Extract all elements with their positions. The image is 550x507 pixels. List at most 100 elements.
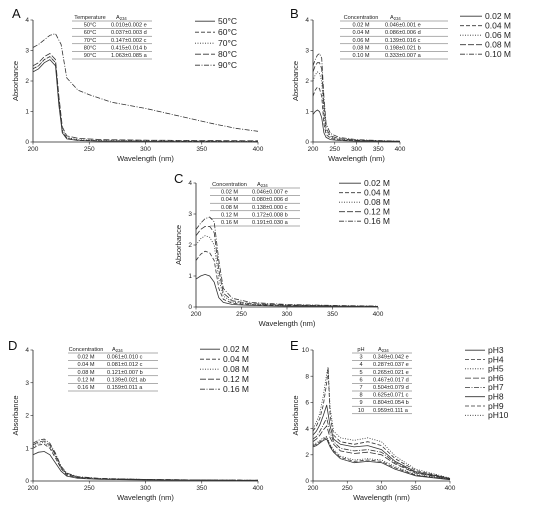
x-tick-label: 200 — [28, 485, 39, 492]
table-cell: 0.037±0.003 d — [111, 30, 147, 36]
y-axis-label: Absorbance — [291, 395, 300, 435]
series-line — [312, 62, 401, 142]
table-cell: 0.333±0.007 a — [385, 53, 422, 59]
legend-label: 0.08 M — [485, 40, 511, 50]
x-tick-label: 400 — [373, 311, 384, 318]
table-cell: 0.12 M — [221, 212, 238, 218]
series-line — [312, 438, 451, 481]
x-tick-label: 250 — [84, 146, 95, 153]
y-tick-label: 0 — [25, 139, 29, 146]
y-tick-label: 8 — [305, 373, 309, 380]
table-cell: 0.147±0.002 c — [111, 38, 147, 44]
legend-label: 0.10 M — [485, 49, 511, 59]
x-tick-label: 250 — [329, 146, 340, 153]
series-line — [312, 109, 401, 143]
legend-label: 0.16 M — [223, 384, 249, 394]
x-tick-label: 250 — [342, 485, 353, 492]
legend-label: 60°C — [218, 27, 237, 37]
table-header: A234 — [257, 182, 268, 188]
x-axis-label: Wavelength (nm) — [259, 319, 316, 328]
table-cell: 7 — [359, 385, 362, 391]
table-cell: 0.04 M — [77, 362, 94, 368]
series-line — [32, 451, 259, 482]
legend-label: 0.02 M — [485, 11, 511, 21]
y-tick-label: 2 — [305, 452, 309, 459]
table-header: Concentration — [344, 15, 379, 21]
table-cell: 0.804±0.054 b — [373, 400, 409, 406]
y-tick-label: 6 — [305, 400, 309, 407]
y-tick-label: 1 — [25, 445, 29, 452]
table-cell: 0.08 M — [77, 370, 94, 376]
y-tick-label: 0 — [305, 139, 309, 146]
series-line — [32, 440, 259, 481]
table-cell: 0.080±0.006 d — [252, 197, 288, 203]
x-tick-label: 300 — [140, 485, 151, 492]
y-tick-label: 4 — [305, 426, 309, 433]
legend-label: 50°C — [218, 16, 237, 26]
table-cell: 70°C — [84, 38, 97, 44]
table-cell: 0.138±0.000 c — [252, 205, 288, 211]
table-cell: 4 — [359, 362, 362, 368]
inset-table: Concentration A234 0.02 M 0.046±0.001 e 0.04… — [340, 15, 448, 60]
legend-label: pH8 — [488, 392, 504, 402]
table-cell: 0.04 M — [221, 197, 238, 203]
table-cell: 3 — [359, 355, 362, 361]
x-tick-label: 350 — [196, 146, 207, 153]
table-cell: 0.198±0.021 b — [385, 45, 421, 51]
table-cell: 0.08 M — [352, 45, 369, 51]
inset-table: Concentration A234 0.02 M 0.046±0.007 e 0.04… — [210, 182, 300, 227]
table-cell: 9 — [359, 400, 362, 406]
y-tick-label: 3 — [305, 48, 309, 55]
table-cell: 6 — [359, 377, 362, 383]
x-tick-label: 300 — [282, 311, 293, 318]
series-line — [312, 435, 451, 480]
legend: 0.02 M0.04 M0.06 M0.08 M0.10 M — [460, 11, 511, 59]
x-tick-label: 250 — [84, 485, 95, 492]
legend-label: pH10 — [488, 410, 509, 420]
y-tick-label: 10 — [302, 347, 310, 354]
panel-letter: E — [290, 338, 299, 353]
series-line — [312, 437, 451, 480]
legend-label: 0.06 M — [485, 30, 511, 40]
table-header: A234 — [390, 15, 401, 21]
table-cell: 0.139±0.016 c — [385, 38, 421, 44]
table-cell: 0.467±0.017 d — [373, 377, 409, 383]
legend-label: 0.04 M — [364, 188, 390, 198]
table-cell: 5 — [359, 370, 362, 376]
legend-label: pH5 — [488, 364, 504, 374]
table-cell: 80°C — [84, 45, 97, 51]
series-line — [312, 52, 401, 142]
legend-label: 0.16 M — [364, 216, 390, 226]
table-cell: 8 — [359, 393, 362, 399]
table-cell: 0.287±0.037 e — [373, 362, 409, 368]
table-cell: 0.139±0.021 ab — [107, 377, 146, 383]
table-cell: 0.121±0.007 b — [107, 370, 143, 376]
inset-table: Concentration A234 0.02 M 0.061±0.010 c 0.04… — [68, 347, 158, 392]
table-header: A234 — [378, 347, 389, 353]
series-line — [195, 250, 379, 307]
legend-label: 0.08 M — [223, 364, 249, 374]
x-tick-label: 300 — [140, 146, 151, 153]
table-cell: 0.04 M — [352, 30, 369, 36]
series-line — [312, 86, 401, 142]
table-cell: 0.08 M — [221, 205, 238, 211]
table-cell: 60°C — [84, 30, 97, 36]
legend-label: 0.02 M — [223, 344, 249, 354]
chart-panel-d: D 200 250 300 350 400 0 1 2 3 4 Wavelength (nm) Abso… — [8, 338, 264, 502]
x-tick-label: 350 — [410, 485, 421, 492]
y-tick-label: 3 — [25, 48, 29, 55]
table-cell: 0.16 M — [221, 220, 238, 226]
table-cell: 0.415±0.014 b — [111, 45, 147, 51]
table-cell: 0.061±0.010 c — [107, 355, 143, 361]
table-cell: 0.959±0.111 a — [373, 408, 409, 414]
legend-label: 90°C — [218, 60, 237, 70]
y-tick-label: 2 — [25, 413, 29, 420]
series-line — [312, 425, 451, 480]
series-line — [32, 438, 259, 481]
table-cell: 0.191±0.030 a — [252, 220, 289, 226]
series-line — [32, 52, 259, 142]
series-line — [312, 368, 451, 479]
table-cell: 0.046±0.001 e — [385, 23, 421, 29]
legend: 0.02 M0.04 M0.08 M0.12 M0.16 M — [200, 344, 249, 394]
chart-panel-b: B 200 250 300 350 400 0 1 2 3 4 Wavelength (nm) Abso… — [290, 6, 511, 163]
